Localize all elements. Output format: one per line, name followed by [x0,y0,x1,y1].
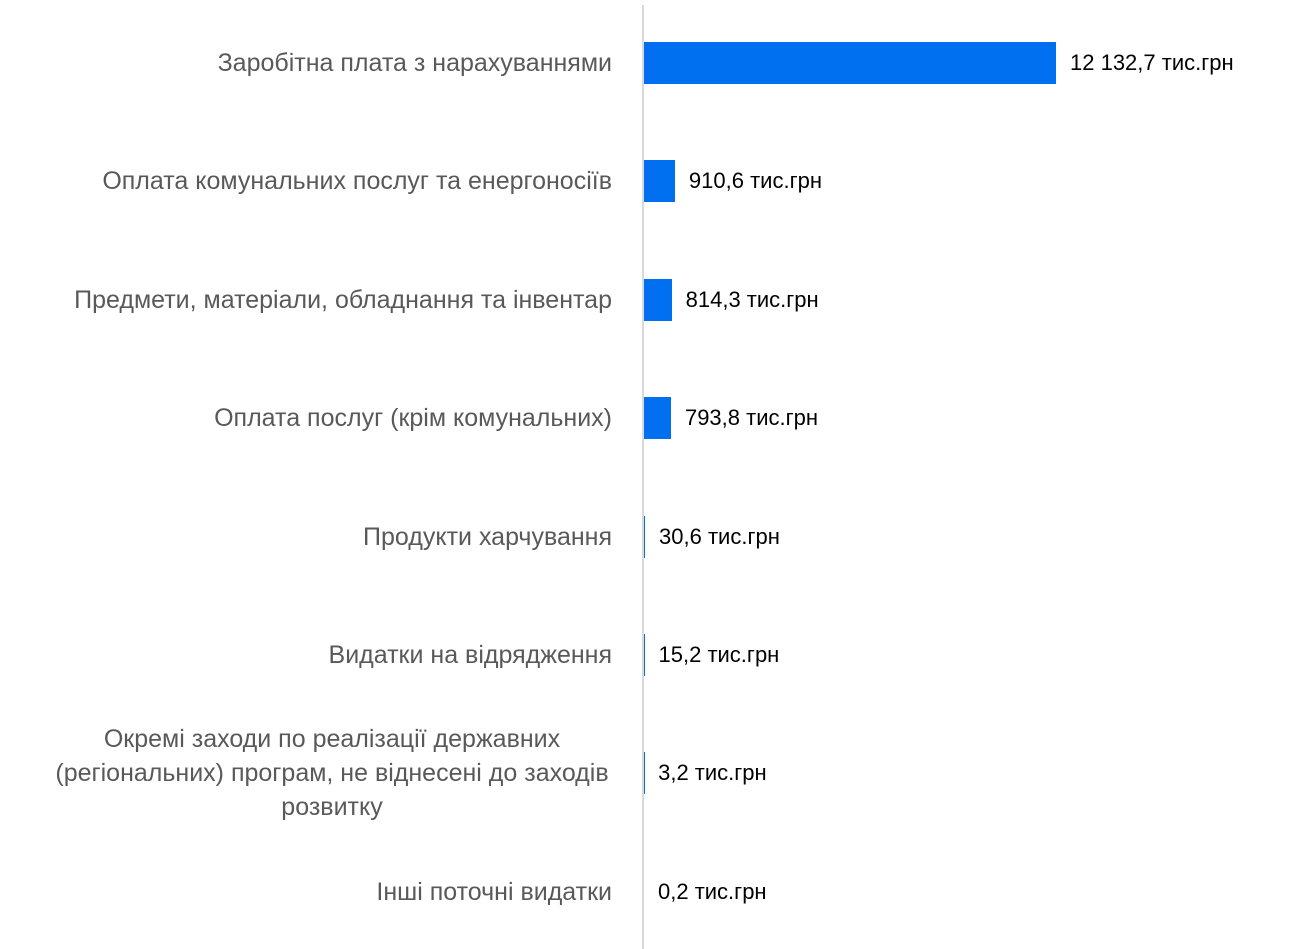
category-label: Продукти харчування [12,520,612,554]
category-text: Оплата послуг (крім комунальних) [214,404,612,433]
value-label: 3,2 тис.грн [658,760,767,786]
value-label: 814,3 тис.грн [685,286,819,312]
bar [644,278,672,321]
category-label: Видатки на відрядження [12,638,612,672]
value-label: 793,8 тис.грн [684,405,819,431]
category-label: Оплата послуг (крім комунальних) [12,401,612,435]
category-text: Інші поточні видатки [376,877,612,906]
bar [644,397,671,440]
category-label: Оплата комунальних послуг та енергоносії… [12,164,612,198]
value-label: 0,2 тис.грн [658,878,767,904]
category-label: Інші поточні видатки [12,875,612,909]
value-label: 12 132,7 тис.грн [1070,50,1234,75]
category-label: Предмети, матеріали, обладнання та інвен… [12,283,612,317]
category-text: Оплата комунальних послуг та енергоносії… [102,167,612,196]
category-label: Окремі заходи по реалізації державних (р… [12,722,612,824]
bar [644,634,645,676]
category-text: Предмети, матеріали, обладнання та інвен… [74,285,612,314]
value-label: 910,6 тис.грн [688,168,822,194]
category-text: Окремі заходи по реалізації державних (р… [55,725,609,822]
category-text: Продукти харчування [363,522,612,551]
axis-line [642,5,644,949]
value-label: 15,2 тис.грн [658,642,780,667]
bar [644,515,646,558]
bar [644,160,675,203]
category-text: Видатки на відрядження [328,641,612,669]
value-label: 30,6 тис.грн [659,523,780,549]
bar [644,42,1056,84]
category-text: Заробітна плата з нарахуваннями [217,49,612,77]
category-label: Заробітна плата з нарахуваннями [12,46,612,80]
